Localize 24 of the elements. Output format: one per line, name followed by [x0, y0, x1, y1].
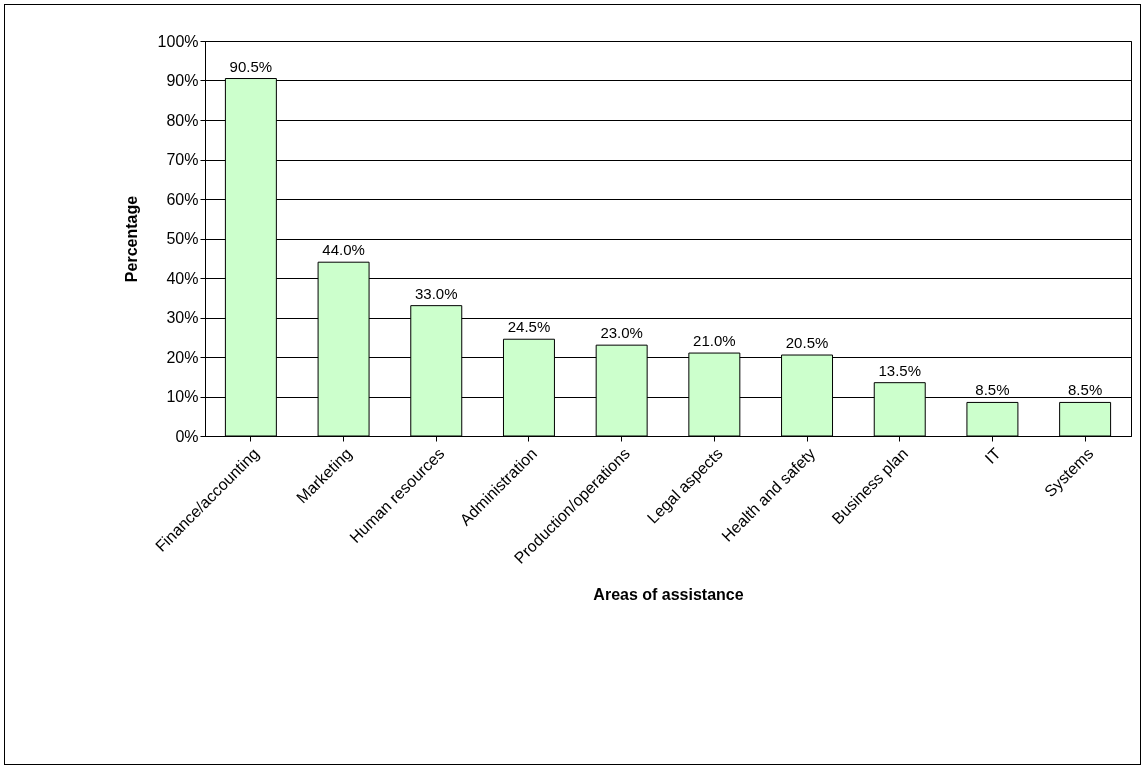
y-tick-label: 10%: [166, 388, 199, 405]
y-tick-label: 60%: [166, 190, 199, 208]
data-label: 8.5%: [975, 381, 1010, 399]
y-tick-label: 70%: [166, 151, 199, 168]
data-label: 20.5%: [785, 334, 829, 352]
y-tick-label: 40%: [166, 269, 199, 287]
data-label: 8.5%: [1068, 381, 1103, 399]
data-label: 13.5%: [878, 361, 922, 379]
y-axis-title: Percentage: [122, 195, 140, 283]
y-tick-label: 80%: [166, 111, 199, 129]
x-axis-title: Areas of assistance: [593, 585, 744, 603]
data-label: 44.0%: [322, 241, 365, 259]
y-tick-label: 90%: [166, 72, 199, 89]
data-label: 24.5%: [507, 318, 551, 336]
y-tick-label: 50%: [166, 230, 199, 247]
y-tick-label: 30%: [166, 309, 199, 326]
data-label: 33.0%: [414, 284, 458, 302]
y-tick-label: 100%: [157, 32, 199, 50]
y-tick-label: 20%: [166, 348, 199, 366]
x-tick-label: IT: [981, 444, 1004, 467]
data-label: 21.0%: [693, 332, 736, 350]
y-tick-label: 0%: [175, 427, 199, 445]
data-label: 23.0%: [600, 324, 643, 342]
data-label: 90.5%: [229, 57, 273, 75]
